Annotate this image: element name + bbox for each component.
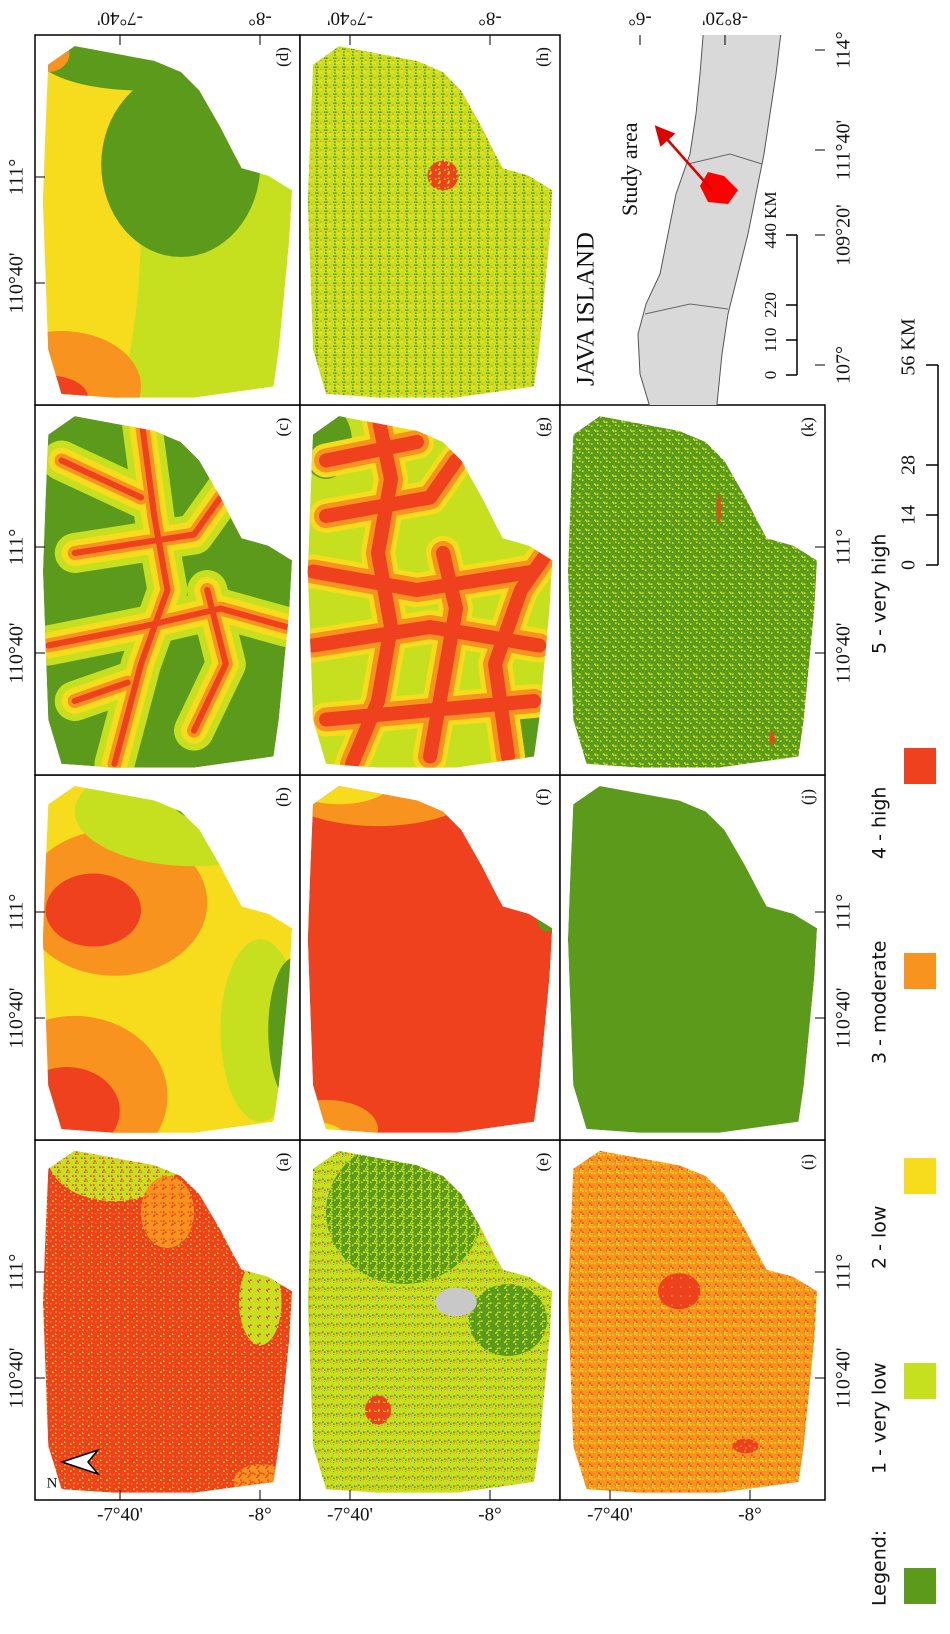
lon-label: 110°40' [6, 623, 28, 684]
panel-label: (k) [798, 417, 817, 437]
lat-label: -7°40' [97, 1504, 143, 1525]
figure-body: (a) (b) (c) (d) (e) (f) (g) (h) (i) (j) (k) N 110°40… [0, 0, 938, 1606]
legend-label: 5 - very high [869, 534, 891, 654]
zone [769, 731, 774, 746]
lon-label: 110°40' [6, 988, 28, 1049]
legend-swatch [904, 748, 936, 784]
lon-label: 111° [6, 529, 28, 566]
lat-label: -8° [738, 1504, 761, 1525]
lat-label: -6° [628, 8, 651, 29]
panel-label: (j) [798, 789, 817, 805]
zone [732, 1439, 759, 1453]
panel-label: (c) [273, 418, 292, 437]
legend-swatch [904, 1363, 936, 1399]
zone [365, 1396, 391, 1425]
lat-label: -8°20' [702, 8, 748, 29]
north-label: N [47, 1475, 58, 1491]
lon-label: 111° [833, 894, 855, 931]
figure: (a) (b) (c) (d) (e) (f) (g) (h) (i) (j) (k) N 110°40… [0, 0, 950, 1634]
scale-label: 220 [761, 292, 780, 318]
lon-label: 110°40' [6, 253, 28, 314]
lat-label: -7°40' [97, 8, 143, 29]
zone [427, 161, 458, 191]
lon-label: 111°40' [833, 120, 855, 180]
lon-label: 110°40' [833, 988, 855, 1049]
scale-label: 28 [898, 455, 920, 475]
scale-label: 56 KM [898, 318, 920, 375]
scale-label: 0 [761, 371, 780, 380]
zone [658, 1273, 700, 1309]
lon-label: 110°40' [6, 1348, 28, 1409]
inset-annotation: Study area [617, 122, 642, 216]
lon-label: 107° [833, 346, 855, 384]
scale-label: 14 [898, 505, 920, 525]
zone [435, 1288, 477, 1317]
lat-label: -7°40' [327, 8, 373, 29]
lon-label: 111° [6, 894, 28, 931]
inset-map: JAVA ISLAND Study area 0 110 220 440 KM [573, 24, 797, 414]
legend-swatch [904, 1158, 936, 1194]
inset-title: JAVA ISLAND [573, 232, 600, 386]
panel-label: (b) [273, 787, 292, 807]
legend-label: 1 - very low [869, 1363, 891, 1475]
panel-label: (h) [533, 47, 552, 67]
panel-label: (g) [533, 417, 552, 437]
lat-label: -8° [478, 8, 501, 29]
zone [46, 874, 141, 947]
lon-label: 114° [833, 31, 855, 68]
legend-swatch [904, 1568, 936, 1604]
zone [717, 494, 721, 524]
panel-label: (a) [273, 1153, 292, 1172]
panel-label: (i) [798, 1154, 817, 1170]
lon-label: 109°20' [833, 204, 855, 266]
zone [469, 1284, 547, 1356]
lat-label: -7°40' [587, 1504, 633, 1525]
legend-label: 3 - moderate [869, 941, 891, 1065]
lon-label: 110°40' [833, 623, 855, 684]
lon-label: 111° [6, 159, 28, 196]
scale-label: 440 KM [761, 191, 780, 248]
scale-label: 110 [761, 328, 780, 353]
legend-title: Legend: [869, 1530, 891, 1606]
lon-label: 111° [833, 1254, 855, 1291]
panel-label: (e) [533, 1153, 552, 1172]
lon-label: 111° [6, 1254, 28, 1291]
legend-label: 2 - low [869, 1206, 891, 1269]
panel-label: (d) [273, 47, 292, 67]
lat-label: -8° [248, 1504, 271, 1525]
panel-label: (f) [533, 789, 552, 806]
scale-label: 0 [898, 560, 920, 570]
lat-label: -8° [248, 8, 271, 29]
lat-label: -8° [478, 1504, 501, 1525]
zone [141, 1176, 194, 1248]
lon-label: 111° [833, 529, 855, 566]
legend-label: 4 - high [869, 787, 891, 859]
lon-label: 110°40' [833, 1348, 855, 1409]
lat-label: -7°40' [327, 1504, 373, 1525]
legend-swatch [904, 953, 936, 989]
